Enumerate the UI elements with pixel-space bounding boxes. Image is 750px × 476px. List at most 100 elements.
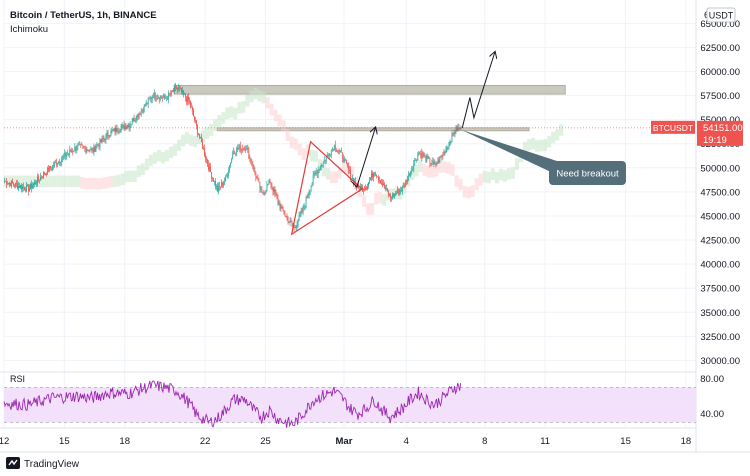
candle <box>230 162 232 166</box>
price-tick-label: 45000.00 <box>700 211 740 222</box>
candle <box>38 177 39 180</box>
candle <box>326 154 328 157</box>
forecast-arrows[interactable] <box>350 52 495 189</box>
candle <box>6 181 7 185</box>
price-tick-label: 47500.00 <box>700 187 740 198</box>
candle <box>75 146 77 150</box>
candle <box>165 98 167 99</box>
cloud-segment <box>44 175 49 188</box>
candle <box>45 173 46 175</box>
candle <box>175 87 177 90</box>
candle <box>174 87 176 88</box>
candle <box>96 145 98 149</box>
candle <box>17 184 18 189</box>
candle <box>248 150 250 159</box>
candle <box>376 174 377 177</box>
candle <box>308 192 310 196</box>
candle <box>204 148 205 156</box>
candle <box>360 187 361 192</box>
triangle-drawing[interactable] <box>290 140 364 236</box>
candle <box>420 152 422 158</box>
cloud-segment <box>337 167 342 179</box>
cloud-segment <box>56 175 61 188</box>
cloud-segment <box>92 177 97 190</box>
candle <box>381 183 382 184</box>
time-tick-label: 11 <box>540 436 550 447</box>
candle <box>200 136 201 138</box>
cloud-segment <box>426 165 431 178</box>
candle <box>310 185 312 191</box>
candle <box>263 193 265 195</box>
price-tick-label: 62500.00 <box>700 43 740 54</box>
cloud-segment <box>96 178 101 190</box>
cloud-segment <box>84 177 89 190</box>
candle <box>261 188 263 193</box>
cloud-segment <box>362 195 367 207</box>
candle <box>269 179 271 183</box>
cloud-segment <box>189 134 194 147</box>
candle <box>120 127 122 132</box>
candle <box>34 182 35 184</box>
candle <box>363 188 364 191</box>
candle <box>33 183 34 186</box>
candle <box>102 138 104 140</box>
candle <box>333 144 335 151</box>
candle <box>184 94 185 95</box>
cloud-segment <box>494 171 499 184</box>
candle <box>27 185 28 187</box>
candle <box>92 148 94 153</box>
candle <box>234 151 236 154</box>
candle <box>21 185 22 190</box>
callout-pointer <box>461 129 563 173</box>
candle <box>352 178 353 179</box>
candle <box>172 91 174 92</box>
candle <box>180 88 181 90</box>
price-tick-label: 50000.00 <box>700 163 740 174</box>
candle <box>451 133 453 142</box>
candle <box>433 161 435 164</box>
candle <box>452 133 454 134</box>
candle <box>430 163 432 165</box>
candle <box>153 92 155 98</box>
candle <box>302 206 304 213</box>
candle <box>432 161 434 165</box>
candle <box>348 170 350 172</box>
cloud-segment <box>225 107 230 120</box>
time-axis[interactable]: 12 15 18 22 25 Mar 4 8 11 15 18 <box>0 436 691 447</box>
candle <box>313 173 315 176</box>
candle <box>426 156 428 162</box>
candle <box>256 177 258 179</box>
candle <box>36 183 37 185</box>
cloud-segment <box>366 203 371 215</box>
cloud-segment <box>358 185 363 198</box>
cloud-segment <box>164 149 169 162</box>
cloud-segment <box>506 168 511 180</box>
cloud-segment <box>197 132 202 145</box>
candle <box>72 151 74 152</box>
candle <box>69 149 71 154</box>
candle <box>144 105 146 106</box>
candle <box>206 158 207 160</box>
cloud-segment <box>136 165 141 177</box>
candle <box>136 114 138 120</box>
candle <box>131 122 133 125</box>
cloud-segment <box>285 129 290 141</box>
cloud-segment <box>100 177 105 190</box>
cloud-segment <box>341 160 346 173</box>
price-axis[interactable]: 30000.00 32500.00 35000.00 37500.00 40000.00… <box>700 10 740 420</box>
candle <box>224 181 226 184</box>
candle <box>428 157 430 159</box>
candle <box>101 138 103 143</box>
candle <box>43 172 44 178</box>
candle <box>347 166 349 171</box>
candle <box>91 148 93 150</box>
cloud-segment <box>52 175 57 188</box>
candle <box>114 128 116 133</box>
candle <box>274 189 276 194</box>
candle <box>439 156 441 163</box>
candle <box>265 190 267 192</box>
candle <box>185 94 186 98</box>
candle <box>10 182 11 187</box>
candle <box>460 127 462 130</box>
